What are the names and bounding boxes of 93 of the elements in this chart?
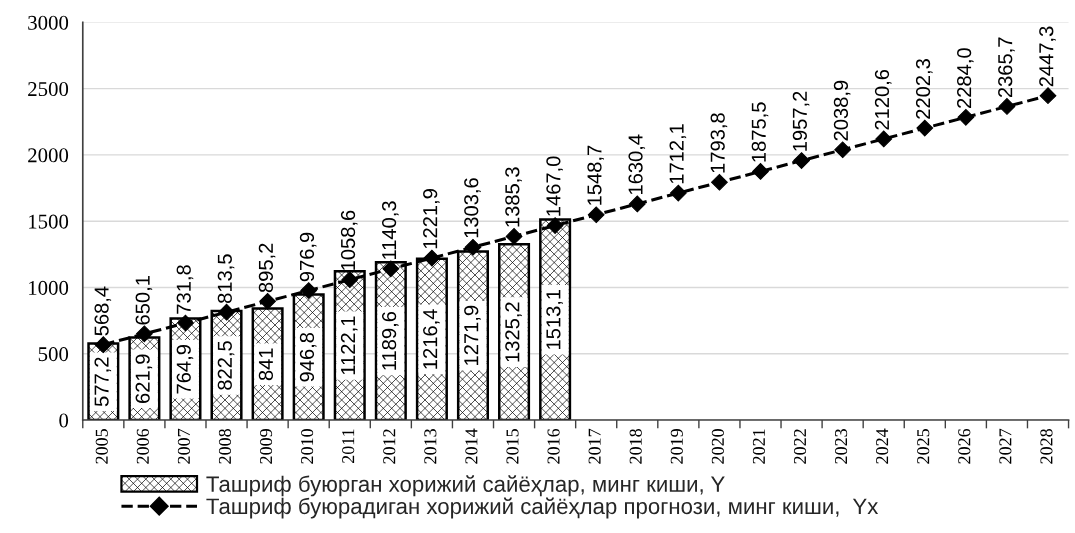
point bbox=[382, 260, 400, 278]
data-label: 1513,1 bbox=[546, 289, 563, 349]
x-tick-label: 2020 bbox=[711, 429, 724, 464]
x-tick-label: 2022 bbox=[793, 429, 807, 464]
data-label: 621,9 bbox=[135, 354, 153, 403]
x-tick-label: 2013 bbox=[424, 429, 437, 464]
point bbox=[94, 336, 112, 354]
data-label: 1189,6 bbox=[381, 312, 399, 370]
point bbox=[957, 108, 975, 126]
x-tick-label: 2015 bbox=[506, 429, 519, 464]
point bbox=[628, 195, 646, 213]
point bbox=[752, 163, 769, 180]
point bbox=[218, 303, 235, 321]
y-tick-label: 2500 bbox=[28, 82, 69, 97]
data-label: 1221,9 bbox=[423, 189, 440, 249]
point bbox=[875, 130, 893, 148]
point bbox=[423, 249, 441, 267]
x-tick-label: 2018 bbox=[629, 429, 642, 464]
data-label: 1712,1 bbox=[669, 124, 687, 184]
y-tick-label: 1000 bbox=[29, 280, 69, 295]
x-tick-label: 2027 bbox=[999, 428, 1012, 464]
data-label: 764,9 bbox=[176, 345, 194, 394]
x-tick-label: 2021 bbox=[752, 429, 766, 464]
data-label: 1122,1 bbox=[340, 316, 358, 375]
legend-label: Ташриф буюрадиган хорижий сайёҳлар прогнози, минг киши, Yx bbox=[206, 497, 879, 519]
data-label: 2038,9 bbox=[833, 80, 851, 141]
x-tick-label: 2023 bbox=[834, 429, 848, 464]
x-tick-label: 2017 bbox=[588, 428, 601, 464]
data-label: 1385,3 bbox=[505, 167, 522, 227]
data-label: 822,5 bbox=[217, 341, 235, 390]
data-label: 1630,4 bbox=[628, 134, 646, 195]
y-tick-label: 1500 bbox=[29, 214, 69, 229]
data-label: 1058,6 bbox=[340, 210, 358, 270]
data-label: 1793,8 bbox=[710, 113, 728, 173]
data-label: 2284,0 bbox=[957, 48, 974, 108]
point bbox=[505, 228, 523, 245]
point bbox=[834, 141, 852, 159]
data-label: 2202,3 bbox=[915, 59, 933, 119]
point bbox=[793, 152, 810, 169]
data-label: 2365,7 bbox=[998, 37, 1015, 98]
legend-label: Ташриф буюрган хорижий сайёҳлар, минг киши, Y bbox=[206, 475, 725, 497]
x-tick-label: 2008 bbox=[218, 429, 232, 464]
x-tick-label: 2005 bbox=[95, 429, 108, 464]
y-tick-label: 2000 bbox=[28, 148, 69, 163]
point bbox=[177, 314, 194, 332]
point bbox=[1039, 87, 1057, 105]
point bbox=[546, 217, 564, 234]
x-tick-label: 2014 bbox=[465, 428, 478, 464]
data-label: 2120,6 bbox=[874, 69, 892, 130]
data-label: 2447,3 bbox=[1039, 26, 1056, 87]
point bbox=[136, 325, 153, 343]
data-label: 1548,7 bbox=[587, 145, 604, 205]
x-tick-label: 2007 bbox=[177, 428, 190, 464]
data-label: 1271,9 bbox=[464, 305, 481, 365]
point bbox=[587, 206, 605, 224]
data-label: 650,1 bbox=[135, 276, 153, 325]
x-tick-label: 2011 bbox=[342, 429, 355, 463]
y-tick-label: 500 bbox=[38, 347, 69, 362]
point bbox=[711, 173, 728, 191]
data-label: 1325,2 bbox=[505, 302, 522, 362]
x-tick-label: 2024 bbox=[876, 428, 889, 464]
x-tick-label: 2019 bbox=[670, 429, 683, 464]
data-label: 1467,0 bbox=[546, 156, 563, 216]
point bbox=[341, 271, 359, 289]
data-label: 1957,2 bbox=[792, 91, 810, 151]
point bbox=[669, 184, 687, 202]
x-tick-label: 2012 bbox=[383, 429, 396, 464]
point bbox=[300, 282, 318, 299]
data-label: 577,2 bbox=[94, 357, 112, 407]
data-label: 813,5 bbox=[217, 254, 235, 303]
x-tick-label: 2026 bbox=[958, 428, 971, 464]
x-tick-label: 2025 bbox=[917, 429, 930, 464]
point bbox=[998, 98, 1016, 115]
point bbox=[916, 119, 934, 137]
data-label: 731,8 bbox=[176, 265, 194, 314]
x-tick-label: 2009 bbox=[259, 429, 273, 464]
x-tick-label: 2010 bbox=[301, 429, 314, 464]
data-label: 946,8 bbox=[299, 332, 317, 382]
point bbox=[259, 292, 276, 310]
x-tick-label: 2028 bbox=[1040, 429, 1053, 464]
data-label: 895,2 bbox=[258, 243, 276, 293]
data-label: 568,4 bbox=[94, 286, 112, 336]
data-label: 1303,6 bbox=[464, 178, 481, 238]
data-label: 976,9 bbox=[299, 232, 317, 282]
y-tick-label: 0 bbox=[59, 413, 69, 428]
data-label: 1216,4 bbox=[423, 309, 440, 369]
data-label: 841 bbox=[258, 348, 274, 381]
x-tick-label: 2006 bbox=[136, 428, 149, 464]
data-label: 1875,5 bbox=[751, 102, 769, 162]
y-tick-label: 3000 bbox=[28, 15, 69, 30]
x-tick-label: 2016 bbox=[547, 428, 560, 464]
point bbox=[464, 238, 482, 256]
data-label: 1140,3 bbox=[381, 201, 399, 259]
